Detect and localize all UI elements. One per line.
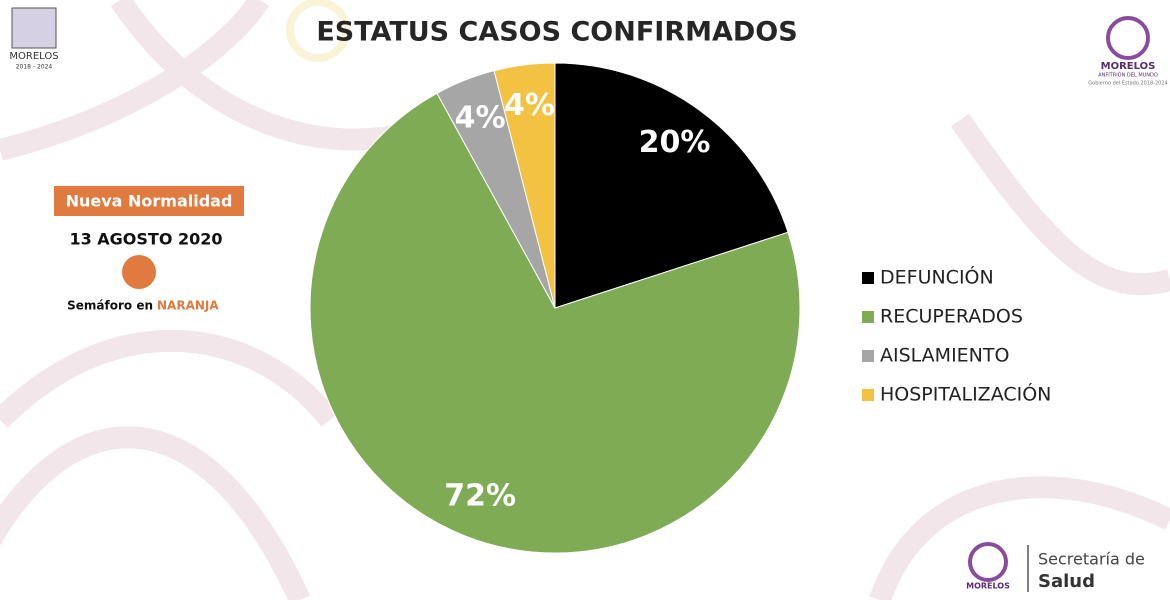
right-logo-name: MORELOS	[1101, 61, 1156, 72]
footer-line2: Salud	[1038, 571, 1095, 592]
pie-slice	[493, 62, 556, 309]
legend-swatch	[862, 350, 874, 362]
right-logo-tagline: ANFITRIÓN DEL MUNDO	[1098, 72, 1158, 79]
legend-label: DEFUNCIÓN	[880, 265, 994, 289]
left-logo-name: MORELOS	[9, 51, 58, 62]
date: 13 AGOSTO 2020	[69, 230, 222, 249]
legend-swatch	[862, 311, 874, 323]
badge	[54, 186, 244, 216]
footer-logo-name: MORELOS	[966, 582, 1010, 591]
data-label: 72%	[444, 479, 516, 514]
right-logo-flower	[1106, 16, 1150, 60]
right-logo-sub: Gobierno del Estado 2018-2024	[1088, 81, 1167, 87]
chart-title: ESTATUS CASOS CONFIRMADOS	[316, 17, 797, 48]
legend-swatch	[862, 272, 874, 284]
semaforo-prefix: Semáforo en	[67, 299, 153, 313]
left-logo-years: 2018 - 2024	[16, 64, 53, 71]
footer-logo-flower	[968, 542, 1008, 582]
data-label: 4%	[504, 88, 555, 123]
data-label: 20%	[639, 125, 711, 160]
pie-slice	[554, 62, 789, 309]
legend-label: AISLAMIENTO	[880, 345, 1009, 367]
left-logo-emblem	[11, 7, 57, 49]
data-label: 4%	[455, 100, 506, 135]
legend-label: RECUPERADOS	[880, 306, 1023, 328]
badge-text: Nueva Normalidad	[66, 192, 233, 211]
pie-slice	[309, 92, 801, 554]
legend-swatch	[862, 389, 874, 401]
background-ring	[286, 0, 350, 62]
footer-line1: Secretaría de	[1038, 550, 1145, 569]
semaforo-value: NARANJA	[157, 299, 219, 313]
legend-label: HOSPITALIZACIÓN	[880, 382, 1051, 406]
semaforo-light	[122, 255, 156, 289]
